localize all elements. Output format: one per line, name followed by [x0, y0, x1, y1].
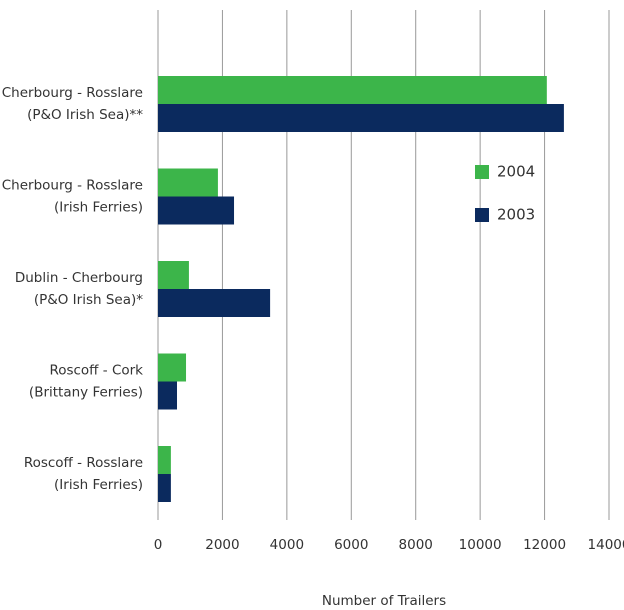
bar — [158, 104, 564, 132]
bar — [158, 446, 171, 474]
bar — [158, 289, 271, 317]
x-tick-label: 10000 — [459, 537, 502, 553]
bar — [158, 196, 235, 225]
legend-label: 2004 — [497, 163, 535, 181]
x-tick-label: 6000 — [334, 537, 368, 553]
x-tick-label: 8000 — [399, 537, 433, 553]
x-tick-label: 4000 — [270, 537, 304, 553]
y-tick-label: (Irish Ferries) — [54, 200, 143, 216]
y-tick-label: Roscoff - Cork — [49, 363, 143, 379]
bar — [158, 261, 189, 289]
x-tick-label: 12000 — [523, 537, 566, 553]
y-tick-label: Dublin - Cherbourg — [15, 270, 143, 286]
y-tick-label: Cherbourg - Rosslare — [2, 178, 143, 194]
bar — [158, 381, 178, 410]
x-tick-label: 2000 — [205, 537, 239, 553]
bar — [158, 76, 547, 104]
x-tick-label: 14000 — [588, 537, 624, 553]
y-tick-label: Cherbourg - Rosslare — [2, 85, 143, 101]
bar — [158, 474, 171, 502]
y-tick-label: (Brittany Ferries) — [29, 385, 143, 401]
bar — [158, 353, 187, 382]
x-axis-label: Number of Trailers — [322, 593, 446, 609]
y-tick-label: (P&O Irish Sea)** — [27, 107, 143, 123]
legend-swatch — [475, 208, 489, 222]
legend-label: 2003 — [497, 206, 535, 224]
bar — [158, 168, 218, 197]
legend-swatch — [475, 165, 489, 179]
y-tick-label: Roscoff - Rosslare — [24, 455, 143, 471]
y-tick-label: (Irish Ferries) — [54, 477, 143, 493]
y-tick-label: (P&O Irish Sea)* — [34, 292, 143, 308]
x-tick-label: 0 — [154, 537, 163, 553]
